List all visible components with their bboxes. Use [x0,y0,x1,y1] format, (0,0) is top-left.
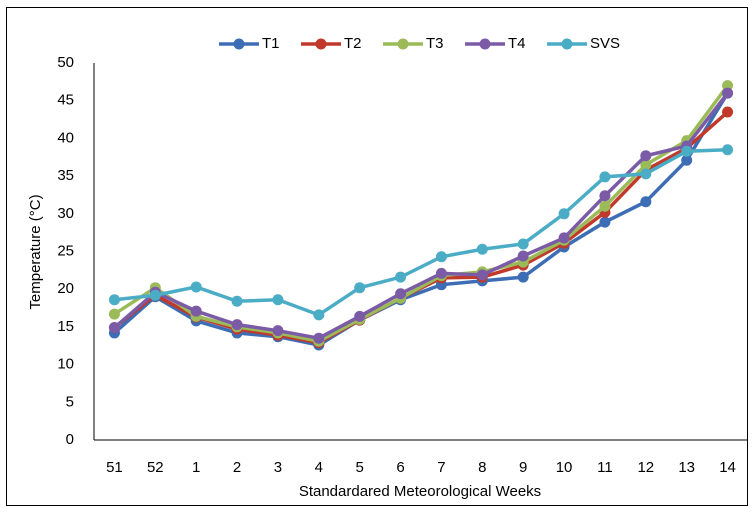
legend-label: T1 [262,35,280,52]
data-point [640,196,652,208]
data-point [517,271,529,283]
y-axis-title: Temperature (°C) [27,194,44,309]
x-tick-label: 8 [478,459,486,476]
legend-swatch-marker [479,38,491,50]
y-tick-label: 45 [57,92,74,109]
y-tick-label: 0 [66,431,74,448]
data-point [722,106,734,118]
x-tick-label: 52 [147,459,164,476]
data-point [722,144,734,156]
data-point [190,281,202,293]
x-tick-label: 14 [719,459,736,476]
data-point [435,251,447,263]
x-tick-label: 5 [356,459,364,476]
x-tick-label: 11 [597,459,613,476]
x-tick-label: 9 [519,459,527,476]
data-point [435,267,447,279]
series-line [113,92,729,341]
x-tick-label: 2 [233,459,241,476]
data-point [640,150,652,162]
y-tick-label: 40 [57,129,74,146]
legend-label: SVS [590,35,620,52]
y-tick-label: 35 [57,167,74,184]
data-point [599,171,611,183]
series-line [114,147,728,317]
x-tick-label: 4 [315,459,323,476]
data-point [558,208,570,220]
data-point [354,310,366,322]
x-tick-label: 12 [637,459,654,476]
y-tick-label: 25 [57,242,74,259]
x-tick-label: 1 [192,459,200,476]
data-point [190,305,202,317]
data-point [640,159,652,171]
legend-swatch-marker [315,38,327,50]
data-point [517,238,529,250]
data-point [108,322,120,334]
legend-label: T2 [344,35,362,52]
data-point [599,190,611,202]
data-point [681,154,693,166]
data-point [149,289,161,301]
chart-border [6,7,748,506]
y-tick-label: 20 [57,280,74,297]
data-point [108,294,120,306]
data-point [395,288,407,300]
data-point [599,216,611,228]
data-point [722,87,734,99]
data-point [599,200,611,212]
y-tick-label: 10 [57,356,74,373]
data-point [272,294,284,306]
data-point [517,250,529,262]
legend-label: T3 [426,35,444,52]
data-point [313,309,325,321]
data-point [476,243,488,255]
x-tick-label: 3 [274,459,282,476]
x-axis-title: Standardared Meteorological Weeks [299,483,541,500]
data-point [231,319,243,331]
data-point [313,332,325,344]
x-tick-label: 51 [106,459,123,476]
series-line [113,110,729,345]
x-tick-label: 6 [396,459,404,476]
legend-swatch-marker [397,38,409,50]
series-line [113,84,729,344]
x-tick-label: 7 [437,459,445,476]
legend-label: T4 [508,35,526,52]
x-tick-label: 10 [556,459,573,476]
y-tick-label: 15 [57,318,74,335]
data-point [558,232,570,244]
data-point [272,325,284,337]
data-point [395,271,407,283]
legend-swatch-marker [561,38,573,50]
series-line [113,92,730,347]
data-point [354,282,366,294]
x-tick-label: 13 [678,459,695,476]
data-point [231,295,243,307]
data-point [722,80,734,92]
y-tick-label: 30 [57,205,74,222]
data-point [108,308,120,320]
y-tick-label: 50 [57,54,74,71]
data-point [476,269,488,281]
data-point [640,168,652,180]
legend-swatch-marker [233,38,245,50]
data-point [681,145,693,157]
y-tick-label: 5 [66,393,74,410]
